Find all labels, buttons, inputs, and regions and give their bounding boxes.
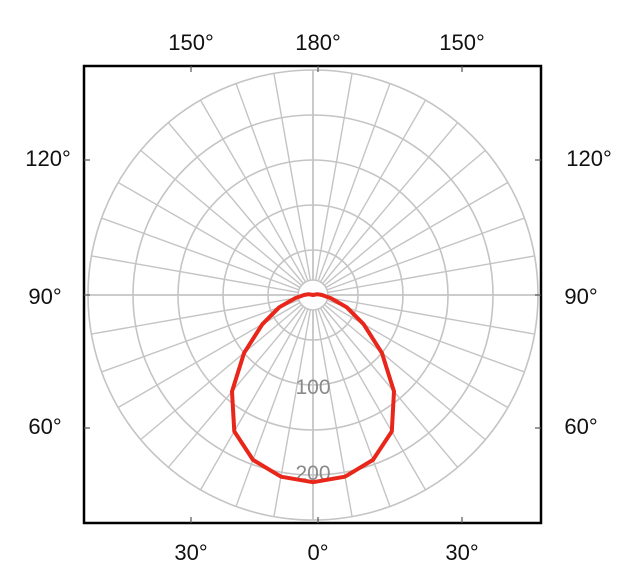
angle-label-top-center: 180° bbox=[295, 30, 341, 55]
angle-label-bottom-right: 30° bbox=[445, 540, 478, 565]
grid-spoke bbox=[140, 304, 302, 441]
right-angle-labels: 120° 90° 60° bbox=[564, 146, 611, 439]
grid-spoke bbox=[117, 181, 301, 289]
radial-tick-label-100: 100 bbox=[295, 376, 330, 399]
grid-spoke bbox=[117, 301, 301, 409]
grid-spoke bbox=[322, 306, 459, 468]
angle-label-top-left: 150° bbox=[168, 30, 214, 55]
grid-spoke bbox=[319, 307, 427, 491]
grid-spoke bbox=[319, 99, 427, 283]
angle-label-right-middle: 90° bbox=[564, 284, 597, 309]
grid-spoke bbox=[199, 99, 307, 283]
grid-spoke bbox=[322, 122, 459, 284]
frame-tick-marks bbox=[84, 66, 541, 523]
angular-grid-spokes bbox=[88, 70, 538, 520]
grid-spoke bbox=[199, 307, 307, 491]
angle-label-right-lower: 60° bbox=[564, 414, 597, 439]
top-angle-labels: 150° 180° 150° bbox=[168, 30, 485, 55]
bottom-angle-labels: 30° 0° 30° bbox=[174, 540, 478, 565]
angle-label-left-upper: 120° bbox=[25, 146, 71, 171]
angle-label-left-middle: 90° bbox=[28, 284, 61, 309]
grid-spoke bbox=[317, 308, 391, 507]
grid-spoke bbox=[326, 299, 525, 373]
grid-spoke bbox=[101, 299, 300, 373]
grid-spoke bbox=[325, 301, 509, 409]
angle-label-left-lower: 60° bbox=[28, 414, 61, 439]
grid-spoke bbox=[314, 73, 353, 281]
grid-spoke bbox=[325, 181, 509, 289]
angle-label-top-right: 150° bbox=[439, 30, 485, 55]
intensity-curve bbox=[230, 292, 396, 485]
angle-label-right-upper: 120° bbox=[566, 146, 612, 171]
grid-spoke bbox=[91, 255, 299, 294]
grid-spoke bbox=[273, 73, 312, 281]
angle-label-bottom-left: 30° bbox=[174, 540, 207, 565]
grid-spoke bbox=[327, 296, 535, 335]
grid-spoke bbox=[314, 309, 353, 517]
left-angle-labels: 120° 90° 60° bbox=[25, 146, 71, 439]
grid-spoke bbox=[317, 83, 391, 282]
grid-spoke bbox=[101, 217, 300, 291]
grid-spoke bbox=[235, 308, 309, 507]
grid-spoke bbox=[327, 255, 535, 294]
grid-spoke bbox=[324, 304, 486, 441]
grid-spoke bbox=[167, 306, 304, 468]
angle-label-bottom-center: 0° bbox=[307, 540, 328, 565]
grid-spoke bbox=[91, 296, 299, 335]
grid-spoke bbox=[326, 217, 525, 291]
grid-spoke bbox=[273, 309, 312, 517]
grid-spoke bbox=[324, 149, 486, 286]
grid-spoke bbox=[235, 83, 309, 282]
grid-spoke bbox=[140, 149, 302, 286]
grid-spoke bbox=[167, 122, 304, 284]
